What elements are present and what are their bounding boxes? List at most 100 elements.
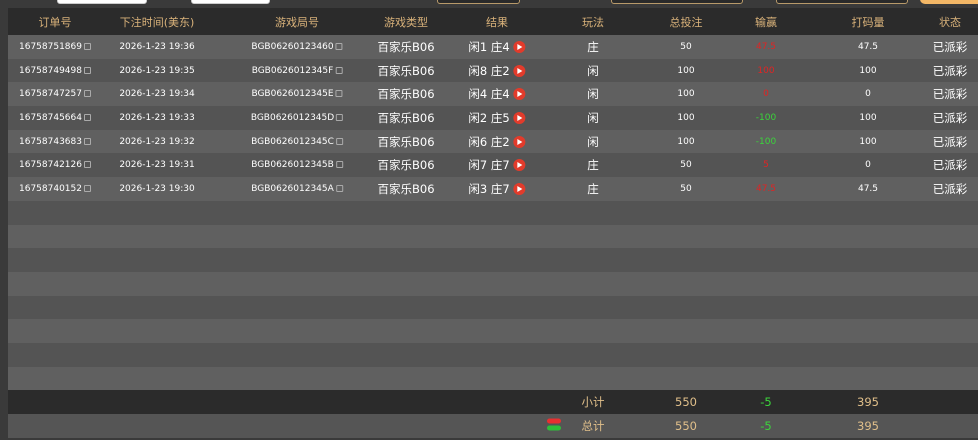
round-id: BGB0626012345F (252, 66, 343, 76)
result: 闲1 庄4 (468, 39, 526, 55)
total-bet: 550 (675, 418, 697, 433)
valid-bet: 100 (859, 112, 877, 123)
table-header: 订单号 下注时间(美东) 游戏局号 游戏类型 结果 玩法 总投注 输赢 打码量 状态 (8, 8, 978, 35)
filter-input[interactable] (611, 0, 743, 4)
win-loss: 47.5 (755, 183, 777, 194)
bet-time: 2026-1-23 19:31 (119, 160, 195, 171)
round-id: BGB0626012345E (251, 89, 343, 99)
filter-select[interactable] (437, 0, 520, 4)
play-video-icon[interactable] (513, 159, 526, 172)
result: 闲4 庄4 (468, 86, 526, 102)
round-id-text: BGB0626012345D (250, 112, 335, 123)
win-loss: 47.5 (755, 41, 777, 52)
round-id-text: BGB0626012345B (251, 160, 334, 171)
status: 已派彩 (932, 63, 968, 78)
subtotal-valid: 395 (857, 395, 879, 410)
order-id-text: 16758749498 (19, 65, 82, 76)
win-loss: -100 (755, 112, 777, 123)
round-id-text: BGB0626012345A (251, 183, 334, 194)
order-id-text: 16758747257 (19, 89, 82, 100)
valid-bet: 100 (859, 65, 877, 76)
empty-row (8, 366, 978, 391)
result: 闲3 庄7 (468, 181, 526, 197)
play-type: 庄 (587, 181, 599, 196)
round-id-text: BGB0626012345C (251, 136, 334, 147)
status: 已派彩 (932, 110, 968, 125)
order-id: 16758745664 (19, 113, 91, 123)
total-label: 总计 (581, 418, 605, 433)
bet-records-table: 订单号 下注时间(美东) 游戏局号 游戏类型 结果 玩法 总投注 输赢 打码量 状态 167587… (8, 8, 978, 438)
table-row: 16758751869 2026-1-23 19:36 BGB06260123460… (8, 35, 978, 59)
play-type: 闲 (587, 134, 599, 149)
game-type: 百家乐B06 (377, 134, 435, 149)
copy-icon[interactable] (335, 66, 343, 74)
header-result: 结果 (486, 15, 508, 29)
copy-icon[interactable] (335, 137, 343, 145)
result: 闲2 庄5 (468, 110, 526, 126)
end-date-input[interactable] (191, 0, 270, 4)
order-id-text: 16758743683 (19, 136, 82, 147)
order-id: 16758743683 (19, 137, 91, 147)
result-text: 闲6 庄2 (468, 134, 510, 149)
header-game-type: 游戏类型 (384, 15, 428, 29)
round-id-text: BGB06260123460 (251, 41, 334, 52)
empty-row (8, 295, 978, 320)
table-row: 16758745664 2026-1-23 19:33 BGB0626012345D… (8, 106, 978, 130)
copy-icon[interactable] (335, 42, 343, 50)
refresh-icon[interactable] (546, 417, 562, 434)
total-bet: 50 (680, 183, 692, 194)
win-loss: 0 (763, 89, 769, 100)
order-id-text: 16758740152 (19, 183, 82, 194)
copy-icon[interactable] (335, 161, 343, 169)
subtotal-bet: 550 (675, 395, 697, 410)
play-video-icon[interactable] (513, 182, 526, 195)
play-video-icon[interactable] (513, 135, 526, 148)
search-button[interactable] (920, 0, 978, 4)
total-valid: 395 (857, 418, 879, 433)
copy-icon[interactable] (336, 113, 344, 121)
total-winloss: -5 (760, 418, 772, 433)
play-video-icon[interactable] (513, 64, 526, 77)
copy-icon[interactable] (84, 42, 91, 50)
bet-time: 2026-1-23 19:33 (119, 112, 195, 123)
copy-icon[interactable] (84, 161, 91, 169)
copy-icon[interactable] (335, 184, 343, 192)
order-id-text: 16758742126 (19, 160, 82, 171)
play-type: 庄 (587, 39, 599, 54)
bet-time: 2026-1-23 19:32 (119, 136, 195, 147)
total-bet: 100 (677, 65, 695, 76)
round-id: BGB0626012345D (250, 112, 344, 123)
start-date-input[interactable] (57, 0, 147, 4)
table-row: 16758740152 2026-1-23 19:30 BGB0626012345A… (8, 177, 978, 201)
round-id: BGB06260123460 (251, 41, 343, 52)
order-id: 16758740152 (19, 184, 91, 194)
copy-icon[interactable] (84, 66, 91, 74)
order-id: 16758751869 (19, 42, 91, 52)
table-row: 16758742126 2026-1-23 19:31 BGB0626012345B… (8, 153, 978, 178)
valid-bet: 0 (865, 160, 871, 171)
result-text: 闲2 庄5 (468, 110, 510, 125)
copy-icon[interactable] (84, 113, 91, 121)
play-type: 闲 (587, 110, 599, 125)
game-type: 百家乐B06 (377, 110, 435, 125)
copy-icon[interactable] (335, 90, 343, 98)
filter-input[interactable] (776, 0, 908, 4)
status: 已派彩 (932, 134, 968, 149)
win-loss: -100 (755, 136, 777, 147)
bet-time: 2026-1-23 19:34 (119, 89, 195, 100)
status: 已派彩 (932, 39, 968, 54)
play-video-icon[interactable] (513, 40, 526, 53)
subtotal-winloss: -5 (760, 395, 772, 410)
result-text: 闲3 庄7 (468, 181, 510, 196)
play-video-icon[interactable] (513, 111, 526, 124)
copy-icon[interactable] (84, 90, 91, 98)
result-text: 闲7 庄7 (468, 158, 510, 173)
copy-icon[interactable] (84, 184, 91, 192)
round-id: BGB0626012345C (251, 137, 343, 147)
copy-icon[interactable] (84, 137, 91, 145)
empty-row (8, 248, 978, 272)
subtotal-label: 小计 (581, 395, 605, 410)
win-loss: 5 (763, 160, 769, 171)
valid-bet: 100 (859, 136, 877, 147)
play-video-icon[interactable] (513, 88, 526, 101)
